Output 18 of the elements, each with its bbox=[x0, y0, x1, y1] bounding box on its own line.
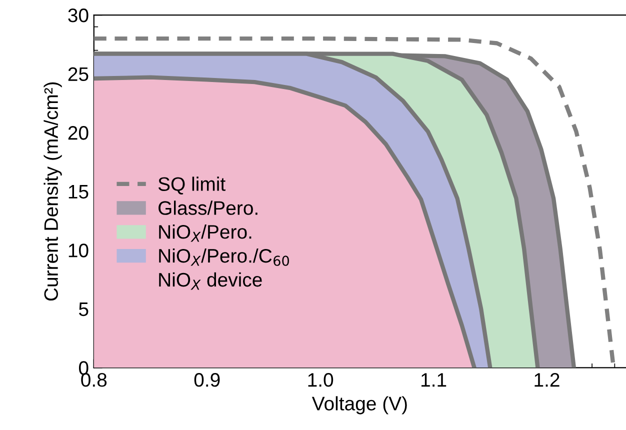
x-tick-label: 0.9 bbox=[194, 373, 220, 387]
x-tick-label: 0.8 bbox=[81, 373, 107, 387]
x-tick-label: 1.2 bbox=[534, 373, 560, 387]
y-tick-label: 15 bbox=[68, 185, 88, 199]
y-axis-title: Current Density (mA/cm²) bbox=[44, 82, 62, 301]
y-tick-label: 25 bbox=[68, 67, 88, 82]
x-tick-label: 1.1 bbox=[422, 373, 446, 387]
legend-label: NiO$_{X}$/Pero./C$_{60}$ bbox=[159, 248, 290, 266]
legend-label: Glass/Pero. bbox=[158, 200, 258, 215]
x-axis-title: Voltage (V) bbox=[312, 396, 407, 414]
legend-label: SQ limit bbox=[158, 176, 226, 194]
y-tick-label: 10 bbox=[68, 244, 88, 258]
series-label: NiO$_{X}$ device bbox=[159, 272, 262, 290]
y-tick-label: 20 bbox=[68, 126, 88, 140]
y-tick-label: 5 bbox=[79, 302, 88, 316]
y-tick-label: 30 bbox=[68, 8, 88, 22]
x-tick-label: 1.0 bbox=[308, 373, 334, 387]
legend-label: NiO$_{X}$/Pero. bbox=[159, 224, 252, 242]
